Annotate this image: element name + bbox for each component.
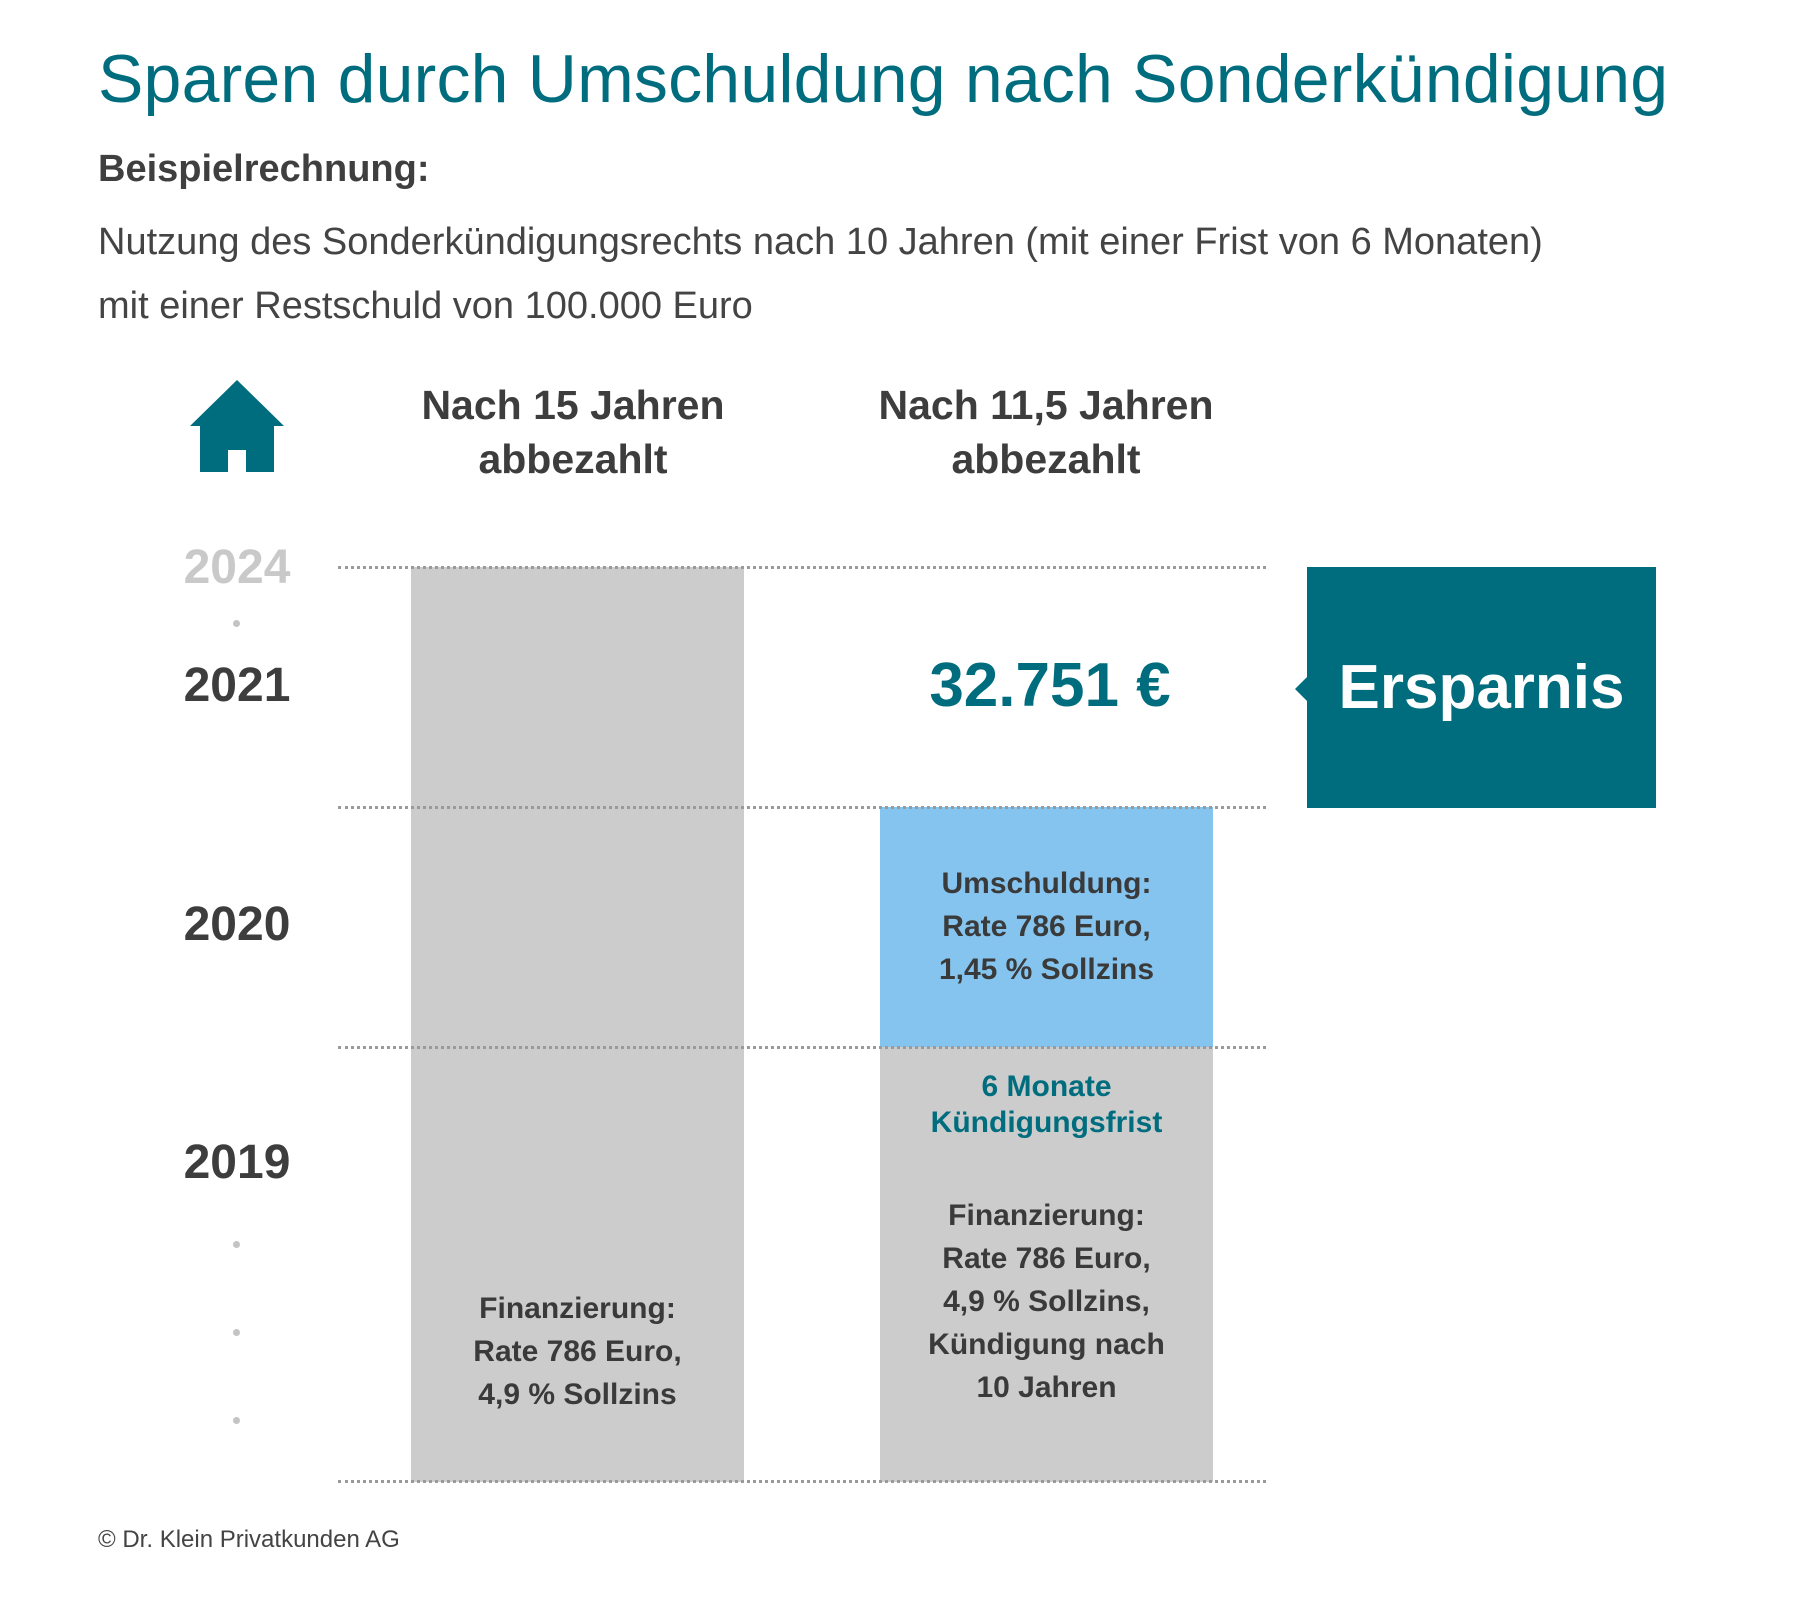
badge-pointer (1295, 676, 1308, 702)
bar-label-line: Umschuldung: (941, 867, 1152, 900)
y-tick-label: 2024 (183, 541, 291, 594)
axis-dot (233, 1417, 240, 1424)
copyright: © Dr. Klein Privatkunden AG (98, 1526, 400, 1553)
axis-dot (233, 1329, 240, 1336)
bar-label-line: Kündigung nach (928, 1328, 1165, 1361)
bar-label-line: Rate 786 Euro, (473, 1335, 682, 1368)
bar-label-financing-15-years: Finanzierung: Rate 786 Euro, 4,9 % Sollz… (411, 1287, 744, 1416)
savings-badge-label: Ersparnis (1338, 653, 1625, 722)
page-title: Sparen durch Umschuldung nach Sonderkünd… (98, 41, 1669, 117)
bar-label-line: 4,9 % Sollzins, (943, 1285, 1150, 1318)
bar-label-line: Finanzierung: (479, 1292, 676, 1325)
bar-label-line: Finanzierung: (948, 1199, 1145, 1232)
bar-segment-refinancing (880, 807, 1213, 1047)
column-header-1: Nach 15 Jahren abbezahlt (363, 378, 783, 486)
y-tick-label: 2020 (183, 898, 291, 951)
y-tick-label: 2021 (183, 659, 291, 712)
bar-label-line: 1,45 % Sollzins (938, 953, 1155, 986)
gridline-2024 (338, 566, 1266, 569)
bar-label-line: Rate 786 Euro, (942, 1242, 1151, 1275)
column-header-line: abbezahlt (951, 436, 1141, 482)
y-tick-label: 2019 (183, 1136, 291, 1189)
bar-label-refinancing: Umschuldung: Rate 786 Euro, 1,45 % Sollz… (880, 862, 1213, 991)
bar-segment-financing-11-5-years (880, 1047, 1213, 1482)
bar-label-financing-11-5-years: Finanzierung: Rate 786 Euro, 4,9 % Sollz… (880, 1194, 1213, 1409)
notice-line: Kündigungsfrist (930, 1106, 1163, 1139)
notice-line: 6 Monate (981, 1070, 1112, 1103)
column-header-2: Nach 11,5 Jahren abbezahlt (836, 378, 1256, 486)
axis-dot (233, 1241, 240, 1248)
bar-label-line: 4,9 % Sollzins (478, 1378, 677, 1411)
bar-financing-15-years (411, 567, 744, 1482)
column-header-line: Nach 11,5 Jahren (878, 382, 1214, 428)
bar-label-line: 10 Jahren (976, 1371, 1117, 1404)
column-header-line: Nach 15 Jahren (421, 382, 725, 428)
axis-dot (233, 620, 240, 627)
bar-label-line: Rate 786 Euro, (942, 910, 1151, 943)
description: Nutzung des Sonderkündigungsrechts nach … (98, 210, 1543, 338)
description-line: Nutzung des Sonderkündigungsrechts nach … (98, 221, 1543, 263)
notice-period-label: 6 Monate Kündigungsfrist (880, 1069, 1213, 1141)
house-icon (190, 380, 284, 472)
subheading: Beispielrechnung: (98, 148, 430, 190)
gridline-refinance-start (338, 1046, 1266, 1049)
column-header-line: abbezahlt (478, 436, 668, 482)
description-line: mit einer Restschuld von 100.000 Euro (98, 285, 753, 327)
gridline-baseline (338, 1480, 1266, 1483)
savings-amount: 32.751 € (929, 651, 1171, 720)
savings-badge: Ersparnis (1307, 567, 1656, 808)
gridline-refinance-end (338, 806, 1266, 809)
